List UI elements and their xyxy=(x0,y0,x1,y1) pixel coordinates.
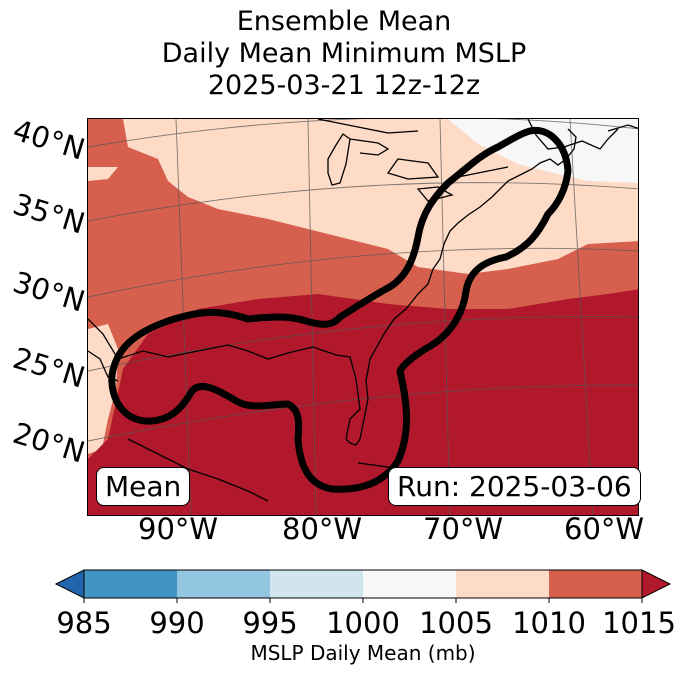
colorbar-segment-1005-1010 xyxy=(456,570,549,598)
colorbar-segment-990-995 xyxy=(177,570,270,598)
colorbar-tick-995: 995 xyxy=(242,606,298,640)
colorbar-tick-990: 990 xyxy=(149,606,205,640)
colorbar-tick-1000: 1000 xyxy=(326,606,400,640)
lon-label-80w: 80°W xyxy=(282,512,363,546)
mslp-map xyxy=(88,119,638,515)
map-panel xyxy=(87,118,639,516)
colorbar-tick-985: 985 xyxy=(56,606,112,640)
graticule xyxy=(88,119,638,515)
title-line-1: Ensemble Mean xyxy=(236,6,452,37)
mslp-contour xyxy=(108,126,572,493)
lon-label-70w: 70°W xyxy=(423,512,504,546)
run-date-box: Run: 2025-03-06 xyxy=(388,467,641,506)
title-line-2: Daily Mean Minimum MSLP xyxy=(161,38,527,69)
colorbar xyxy=(54,569,672,603)
colorbar-tick-1005: 1005 xyxy=(419,606,493,640)
colorbar-label: MSLP Daily Mean (mb) xyxy=(250,641,476,665)
colorbar-segment-995-1000 xyxy=(270,570,363,598)
lat-label-25n: 25°N xyxy=(9,340,89,395)
lon-label-60w: 60°W xyxy=(564,512,645,546)
lat-label-30n: 30°N xyxy=(9,264,89,319)
mean-label-box: Mean xyxy=(96,467,191,506)
colorbar-segment-1000-1005 xyxy=(363,570,456,598)
colorbar-extend-low xyxy=(54,569,85,599)
lat-label-20n: 20°N xyxy=(9,415,89,470)
lat-label-35n: 35°N xyxy=(9,186,89,241)
colorbar-tick-1015: 1015 xyxy=(602,606,676,640)
colorbar-tick-1010: 1010 xyxy=(512,606,586,640)
colorbar-segment-985-990 xyxy=(84,570,177,598)
lon-label-90w: 90°W xyxy=(138,512,219,546)
colorbar-tick-marks xyxy=(83,598,643,603)
band-1000-1005 xyxy=(448,119,638,183)
lat-label-40n: 40°N xyxy=(9,112,89,167)
colorbar-extend-high xyxy=(641,569,672,599)
colorbar-segment-1010-1015 xyxy=(549,570,642,598)
title-line-3: 2025-03-21 12z-12z xyxy=(207,70,481,101)
band-1005-1010-upper-left xyxy=(88,167,118,181)
